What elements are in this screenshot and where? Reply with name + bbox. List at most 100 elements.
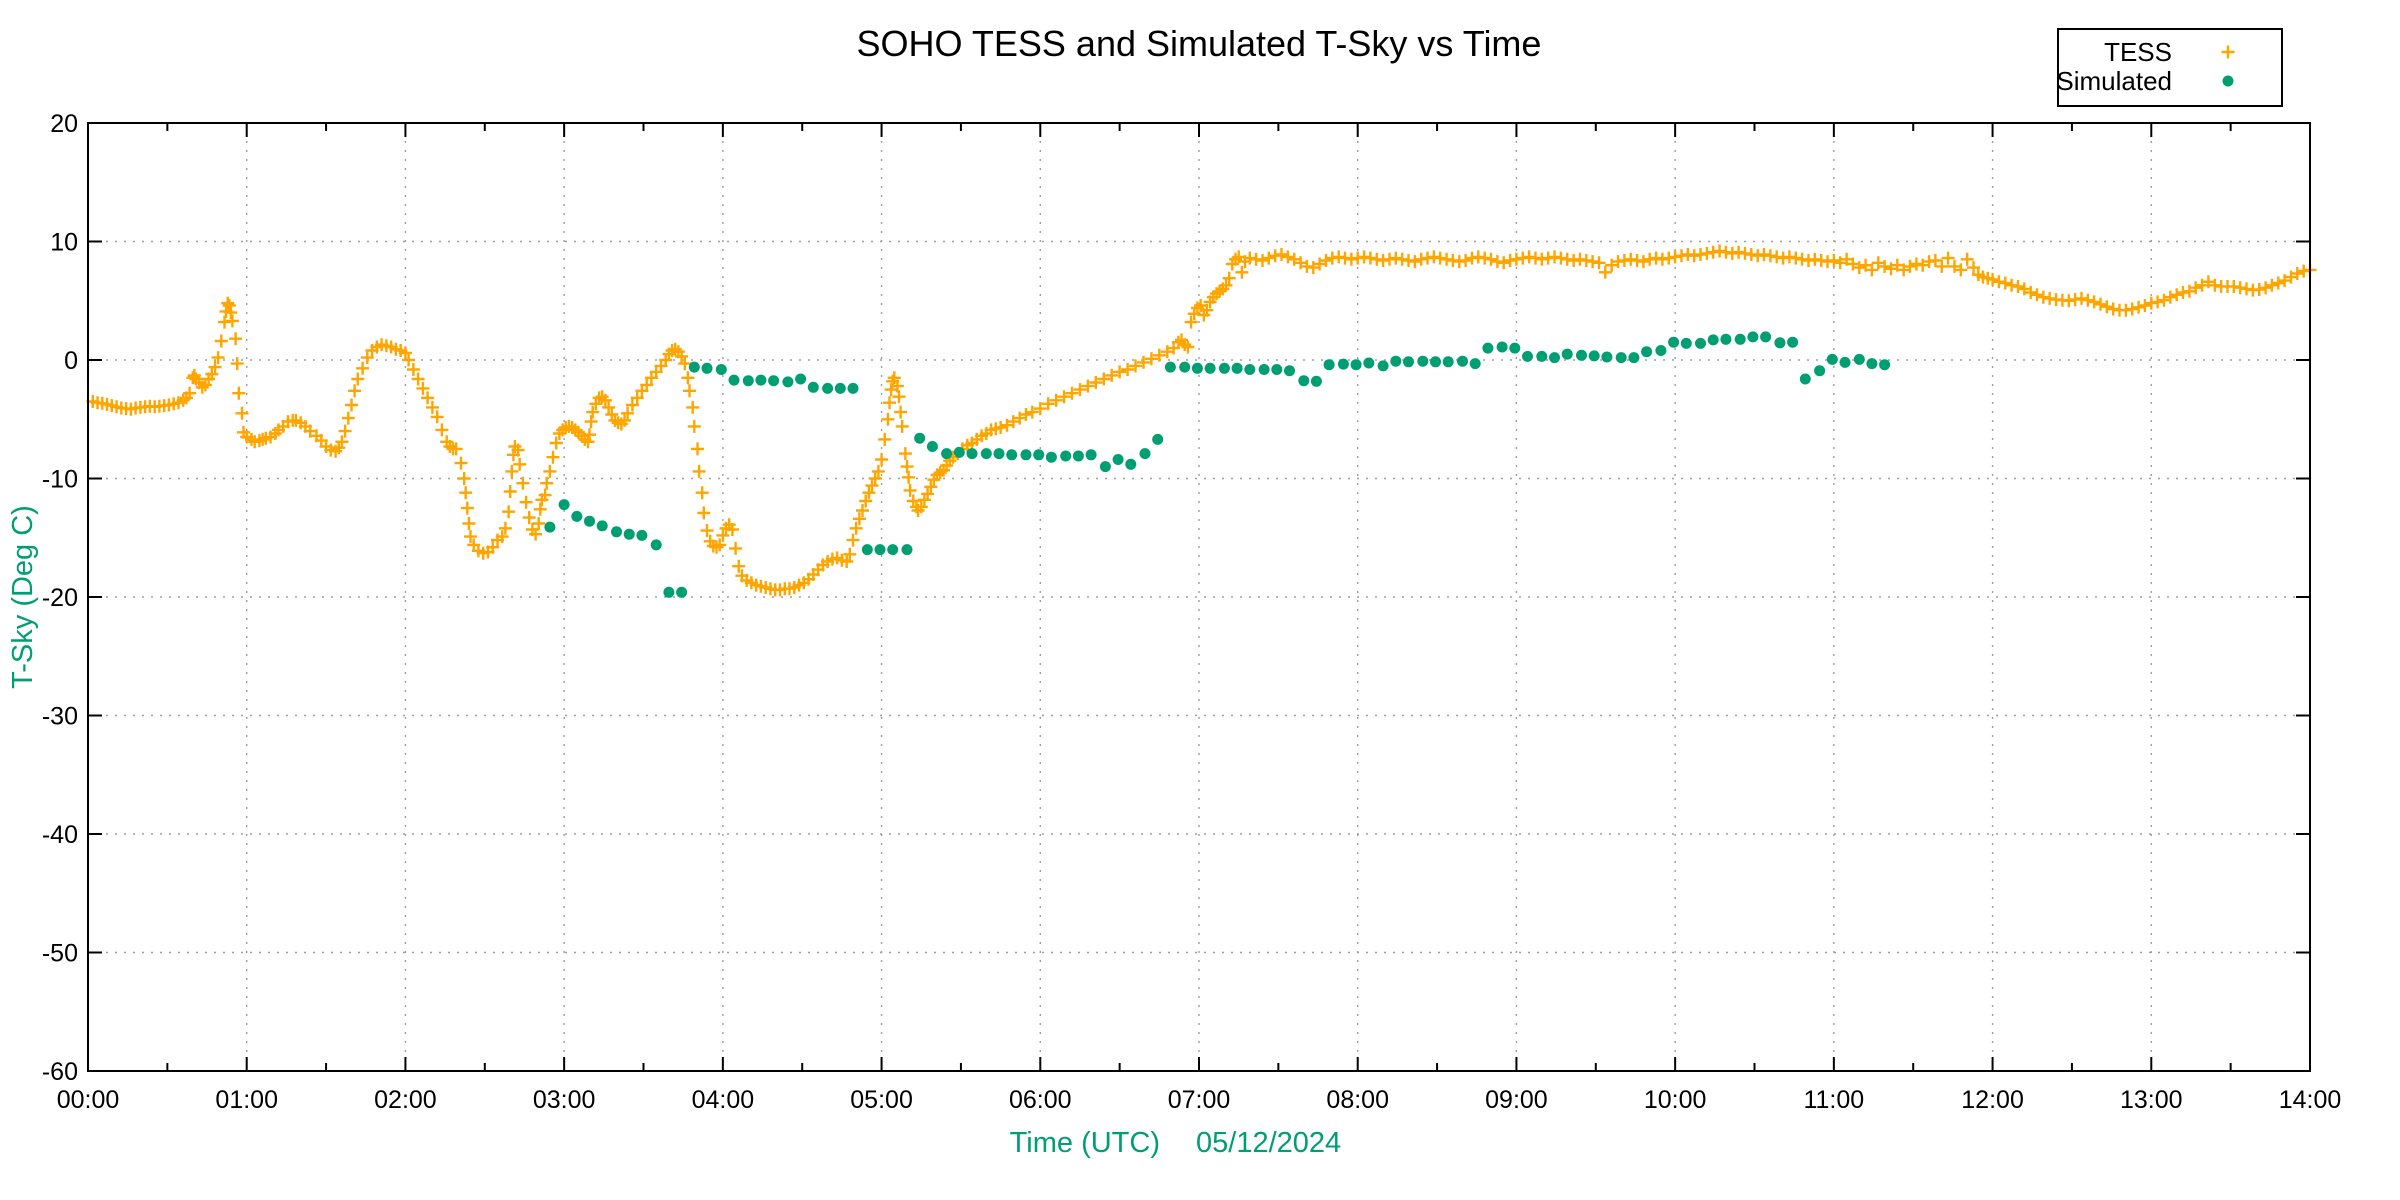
simulated-point	[1509, 342, 1521, 354]
simulated-point	[1774, 337, 1786, 349]
simulated-point	[1747, 331, 1759, 343]
simulated-point	[623, 528, 635, 540]
simulated-point	[1826, 353, 1838, 365]
simulated-point	[596, 520, 608, 532]
simulated-point	[1112, 454, 1124, 465]
simulated-point	[1549, 352, 1560, 364]
x-tick-label: 12:00	[1961, 1086, 2024, 1114]
simulated-point	[1720, 333, 1732, 345]
simulated-point	[822, 382, 834, 394]
simulated-point	[1152, 433, 1164, 445]
simulated-point	[1310, 375, 1322, 387]
simulated-point	[1323, 359, 1335, 371]
simulated-point	[1363, 357, 1375, 369]
simulated-point	[768, 375, 780, 387]
simulated-point	[1760, 331, 1772, 343]
chart-title: SOHO TESS and Simulated T-Sky vs Time	[857, 23, 1542, 64]
simulated-point	[1085, 449, 1097, 461]
simulated-point	[1417, 355, 1429, 367]
x-tick-label: 11:00	[1803, 1086, 1864, 1114]
simulated-point	[887, 544, 899, 556]
plus-marker-icon	[2221, 45, 2235, 59]
simulated-point	[1561, 348, 1573, 360]
simulated-point	[847, 382, 859, 394]
simulated-point	[993, 448, 1005, 460]
simulated-point	[966, 448, 978, 460]
simulated-point	[1853, 353, 1865, 365]
dot-marker-icon	[2222, 75, 2234, 87]
x-axis-title: Time (UTC)	[1010, 1127, 1160, 1159]
simulated-point	[1879, 359, 1891, 371]
x-tick-label: 05:00	[850, 1086, 913, 1114]
legend-entry-simulated: Simulated	[2056, 66, 2234, 96]
simulated-point	[953, 446, 965, 458]
simulated-point	[1020, 449, 1032, 461]
x-tick-label: 04:00	[692, 1086, 755, 1114]
simulated-point	[795, 373, 807, 385]
simulated-point	[1655, 345, 1667, 356]
simulated-point	[1231, 362, 1243, 374]
simulated-point	[1576, 349, 1587, 361]
simulated-point	[807, 381, 819, 393]
simulated-point	[636, 529, 648, 541]
simulated-point	[1457, 355, 1468, 367]
simulated-point	[1179, 361, 1191, 373]
legend: TESS Simulated	[2056, 28, 2283, 107]
simulated-point	[1258, 364, 1270, 375]
simulated-point	[1787, 336, 1799, 348]
simulated-point	[1337, 358, 1349, 370]
simulated-point	[1588, 350, 1600, 362]
simulated-point	[1390, 355, 1402, 367]
simulated-point	[1814, 365, 1826, 377]
simulated-point	[941, 448, 953, 460]
simulated-point	[1430, 356, 1441, 368]
x-tick-label: 10:00	[1644, 1086, 1707, 1114]
x-axis-title-group: Time (UTC) 05/12/2024	[1010, 1127, 1342, 1159]
tick-labels-layer: 00:00 01:00 02:00 03:00 04:00 05:00 06:00 07:00…	[42, 110, 2341, 1114]
simulated-point	[874, 544, 886, 556]
simulated-point	[688, 361, 700, 373]
simulated-point	[701, 362, 713, 374]
y-tick-label: -10	[42, 466, 78, 494]
simulated-point	[755, 374, 767, 386]
simulated-point	[1628, 352, 1640, 364]
simulated-point	[1218, 362, 1230, 374]
simulated-point	[1060, 450, 1072, 462]
simulated-point	[782, 376, 794, 388]
x-tick-label: 08:00	[1326, 1086, 1389, 1114]
simulated-point	[1377, 360, 1389, 372]
simulated-point	[1298, 375, 1310, 387]
simulated-point	[1284, 365, 1295, 377]
simulated-point	[1164, 361, 1176, 373]
simulated-point	[1734, 333, 1746, 345]
simulated-point	[1866, 358, 1878, 370]
simulated-point	[1839, 356, 1851, 368]
simulated-point	[914, 432, 926, 444]
simulated-point	[1139, 448, 1151, 460]
simulated-point	[558, 499, 570, 511]
simulated-point	[1601, 351, 1613, 363]
simulated-point	[1536, 350, 1548, 362]
simulated-point	[1191, 362, 1203, 374]
simulated-point	[728, 374, 740, 386]
x-tick-label: 14:00	[2279, 1086, 2342, 1114]
axis-ticks-layer	[87, 122, 2311, 1072]
x-axis-date: 05/12/2024	[1196, 1127, 1341, 1159]
simulated-point	[1045, 451, 1057, 463]
simulated-point	[1482, 342, 1494, 354]
simulated-point	[1695, 337, 1706, 349]
simulated-point	[715, 364, 727, 375]
simulated-point	[1033, 449, 1045, 461]
simulated-point	[1799, 373, 1811, 385]
simulated-point	[1707, 334, 1719, 346]
simulated-point	[1099, 461, 1111, 473]
simulated-point	[926, 441, 938, 452]
simulated-point	[742, 375, 754, 387]
y-tick-label: -20	[42, 584, 78, 612]
y-tick-label: 20	[50, 110, 78, 138]
simulated-point	[1204, 362, 1216, 374]
data-points-layer	[86, 244, 2317, 598]
simulated-point	[980, 448, 992, 460]
